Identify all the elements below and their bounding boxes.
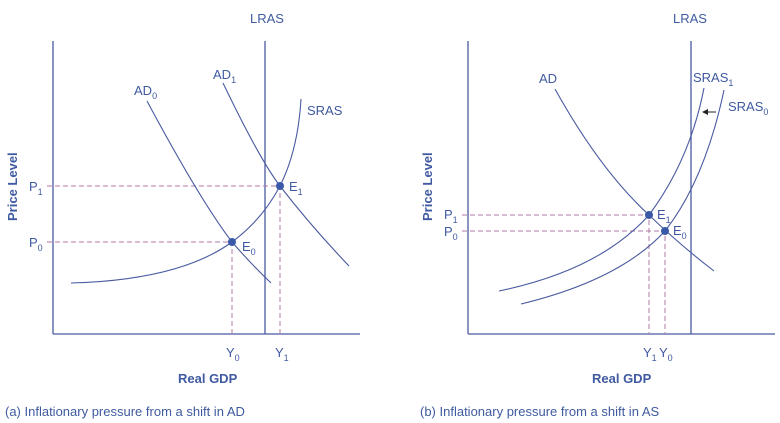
e0-label: E0 [673,223,687,241]
sras0-label: SRAS0 [728,99,768,117]
y0-label: Y0 [226,345,240,363]
p0-label: P0 [29,235,43,253]
p0-label: P0 [444,224,458,242]
e1-label: E1 [657,207,671,225]
p1-guide [462,214,650,334]
p1-label: P1 [444,207,458,225]
sras0-curve [520,89,725,305]
sras1-curve [498,87,705,292]
ad1-label: AD1 [213,67,236,85]
y1-label: Y1 [275,345,289,363]
sras1-label: SRAS1 [693,70,733,88]
x-axis-label: Real GDP [178,371,238,386]
equilibrium-e0 [661,227,669,235]
panel-a: LRAS AD0 AD1 SRAS E1 E0 P1 P0 Y0 Y1 Real… [5,11,360,419]
y0-label: Y0 [659,345,673,363]
caption-a: (a) Inflationary pressure from a shift i… [5,404,245,419]
p0-guide [47,241,233,334]
p0-guide [462,230,666,334]
ad-curve [554,88,715,272]
ad-label: AD [539,71,557,86]
y-axis-label: Price Level [5,152,20,221]
equilibrium-e1 [645,211,653,219]
e1-label: E1 [289,179,303,197]
sras-curve [70,98,302,284]
p1-label: P1 [29,179,43,197]
panel-b: LRAS AD SRAS1 SRAS0 E1 E0 P1 P0 Y1 Y0 Re… [420,11,775,419]
equilibrium-e0 [228,238,236,246]
lras-label: LRAS [250,11,284,26]
lras-label: LRAS [673,11,707,26]
x-axis-label: Real GDP [592,371,652,386]
caption-b: (b) Inflationary pressure from a shift i… [420,404,659,419]
sras-label: SRAS [307,103,343,118]
ad0-curve [146,100,272,284]
y1-label: Y1 [643,345,657,363]
ad0-label: AD0 [134,83,157,101]
p1-guide [47,185,281,334]
equilibrium-e1 [276,182,284,190]
e0-label: E0 [242,239,256,257]
y-axis-label: Price Level [420,152,435,221]
